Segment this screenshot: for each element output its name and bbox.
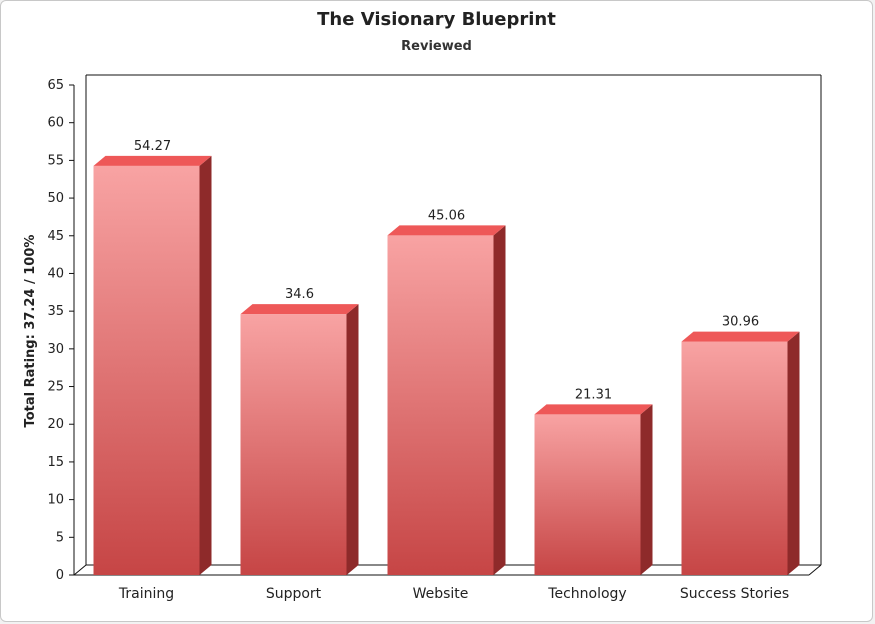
bar-side-face <box>493 225 506 575</box>
x-tick-label: Success Stories <box>680 586 789 602</box>
bar-top-face <box>387 225 506 236</box>
bar-side-face <box>199 155 212 575</box>
y-axis-label: Total Rating: 37.24 / 100% <box>23 235 38 428</box>
floor-right-edge <box>808 564 822 576</box>
bar-value-label: 30.96 <box>722 315 759 330</box>
bar-top-face <box>534 404 653 415</box>
bar <box>387 225 506 575</box>
y-tick-label: 60 <box>47 116 64 131</box>
y-tick-label: 65 <box>47 78 64 93</box>
x-tick-label: Website <box>413 586 469 602</box>
y-tick-label: 10 <box>47 493 64 508</box>
y-tick-label: 35 <box>47 304 64 319</box>
bar <box>534 404 653 575</box>
y-tick-label: 20 <box>47 417 64 432</box>
bar <box>681 331 800 575</box>
bar-side-face <box>640 404 653 575</box>
y-tick-label: 15 <box>47 455 64 470</box>
bar <box>93 155 212 575</box>
bar-front-face <box>534 414 641 575</box>
y-tick-label: 30 <box>47 342 64 357</box>
bar-value-label: 34.6 <box>285 287 314 302</box>
bar-front-face <box>240 314 347 575</box>
data-labels: 54.27 34.6 45.06 21.31 30.96 <box>134 139 759 402</box>
bar-front-face <box>93 165 200 575</box>
bar-side-face <box>346 304 359 575</box>
bar-value-label: 54.27 <box>134 139 171 154</box>
bar-top-face <box>240 304 359 315</box>
y-tick-label: 5 <box>56 530 64 545</box>
chart-title: The Visionary Blueprint <box>317 9 556 30</box>
bar-top-face <box>681 331 800 342</box>
y-tick-label: 55 <box>47 153 64 168</box>
x-tick-label: Support <box>266 586 322 602</box>
y-tick-label: 45 <box>47 229 64 244</box>
bar-front-face <box>387 235 494 575</box>
y-tick-label: 25 <box>47 380 64 395</box>
y-tick-label: 50 <box>47 191 64 206</box>
bar-value-label: 21.31 <box>575 387 612 402</box>
chart-axes: 0 5 10 15 20 25 30 35 40 45 50 55 60 65 Training Suppor… <box>47 74 822 602</box>
bar-side-face <box>787 331 800 575</box>
back-wall-left-edge <box>73 75 87 576</box>
bar-front-face <box>681 341 788 575</box>
bar-top-face <box>93 155 212 166</box>
chart-subtitle: Reviewed <box>401 39 472 54</box>
bar <box>240 304 359 575</box>
bar-value-label: 45.06 <box>428 208 465 223</box>
y-tick-label: 0 <box>56 568 64 583</box>
x-tick-label: Training <box>118 586 174 602</box>
y-tick-label: 40 <box>47 266 64 281</box>
bar-series <box>93 155 800 575</box>
x-tick-label: Technology <box>547 586 626 602</box>
